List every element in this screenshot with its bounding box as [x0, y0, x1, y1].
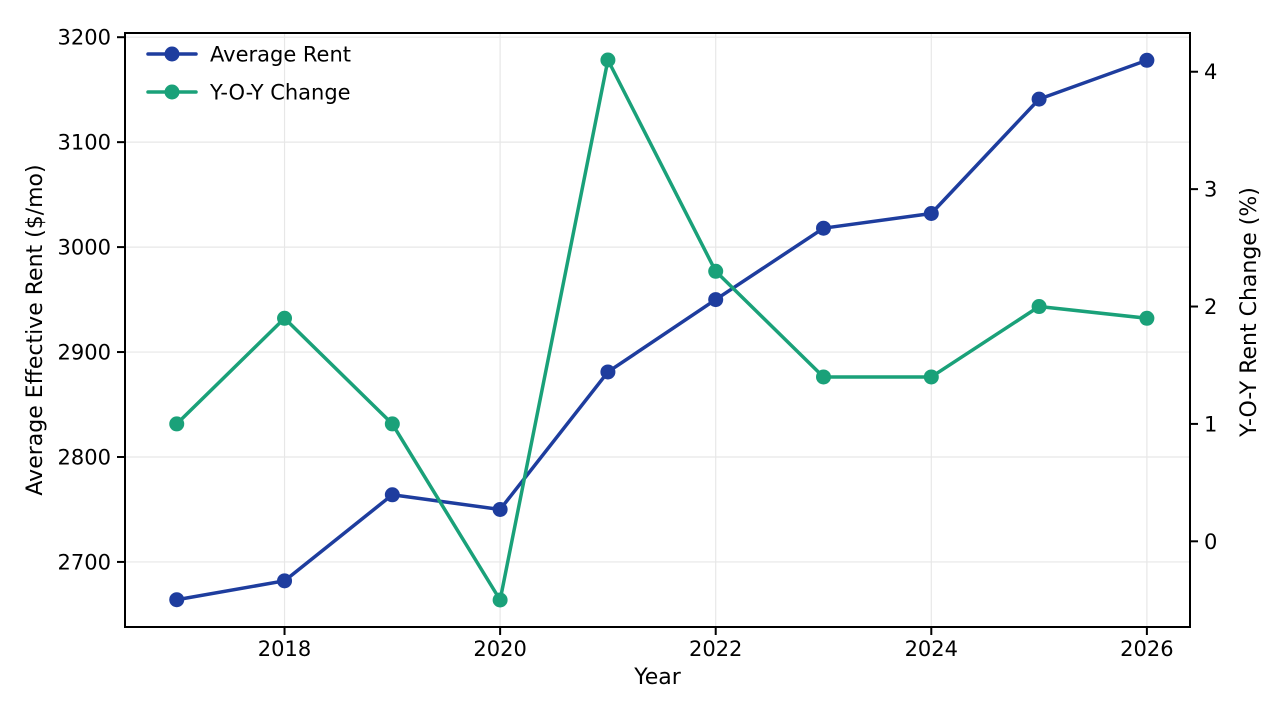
series-line-average-rent: [174, 58, 1149, 602]
axes-box: [124, 32, 1191, 628]
data-point-average-rent-2020: [492, 501, 508, 517]
data-point-average-rent-2021: [600, 364, 616, 380]
x-tick-label-2018: 2018: [258, 637, 311, 661]
y-right-tick-label-0: 0: [1204, 530, 1217, 554]
tick-marks: [117, 36, 1198, 635]
data-point-y-o-y-change-2026: [1139, 310, 1155, 326]
data-point-average-rent-2024: [923, 206, 939, 222]
data-point-y-o-y-change-2025: [1031, 299, 1047, 315]
x-tick-label-2020: 2020: [473, 637, 526, 661]
data-point-average-rent-2018: [277, 573, 293, 589]
data-point-average-rent-2023: [816, 220, 832, 236]
series-line-y-o-y-change: [174, 58, 1149, 602]
y-right-tick-label-4: 4: [1204, 60, 1217, 84]
data-point-y-o-y-change-2021: [600, 52, 616, 68]
y-left-tick-label-3000: 3000: [58, 236, 111, 260]
data-point-y-o-y-change-2022: [708, 263, 724, 279]
y-right-tick-label-3: 3: [1204, 178, 1217, 202]
y-right-tick-label-2: 2: [1204, 295, 1217, 319]
series-average-rent: [169, 52, 1155, 608]
legend-entry-y-o-y-change: Y-O-Y Change: [146, 81, 351, 105]
data-point-y-o-y-change-2017: [169, 416, 185, 432]
data-point-y-o-y-change-2018: [277, 310, 293, 326]
y-left-tick-label-2700: 2700: [58, 550, 111, 574]
data-point-y-o-y-change-2023: [816, 369, 832, 385]
legend-marker-average-rent: [164, 46, 180, 62]
y-left-tick-label-3100: 3100: [58, 131, 111, 155]
x-tick-label-2024: 2024: [905, 637, 958, 661]
data-point-average-rent-2022: [708, 292, 724, 308]
x-tick-label-2026: 2026: [1120, 637, 1173, 661]
y-left-tick-label-2800: 2800: [58, 445, 111, 469]
legend: Average Rent Y-O-Y Change: [146, 43, 351, 105]
data-point-y-o-y-change-2019: [384, 416, 400, 432]
data-point-average-rent-2025: [1031, 91, 1047, 107]
legend-label-y-o-y-change: Y-O-Y Change: [209, 81, 351, 105]
legend-label-average-rent: Average Rent: [210, 43, 351, 67]
data-point-y-o-y-change-2024: [923, 369, 939, 385]
data-point-average-rent-2026: [1139, 52, 1155, 68]
x-tick-label-2022: 2022: [689, 637, 742, 661]
legend-marker-y-o-y-change: [164, 84, 180, 100]
gridlines: [125, 33, 1190, 627]
x-axis-title: Year: [633, 665, 682, 690]
y-right-tick-label-1: 1: [1204, 412, 1217, 436]
series-y-o-y-change: [169, 52, 1155, 608]
legend-entry-average-rent: Average Rent: [146, 43, 351, 67]
y-left-tick-label-3200: 3200: [58, 26, 111, 50]
data-point-y-o-y-change-2020: [492, 592, 508, 608]
y-left-axis-title: Average Effective Rent ($/mo): [23, 164, 48, 495]
data-point-average-rent-2017: [169, 592, 185, 608]
y-right-axis-title: Y-O-Y Rent Change (%): [1237, 187, 1262, 438]
y-left-tick-label-2900: 2900: [58, 341, 111, 365]
data-point-average-rent-2019: [384, 487, 400, 503]
